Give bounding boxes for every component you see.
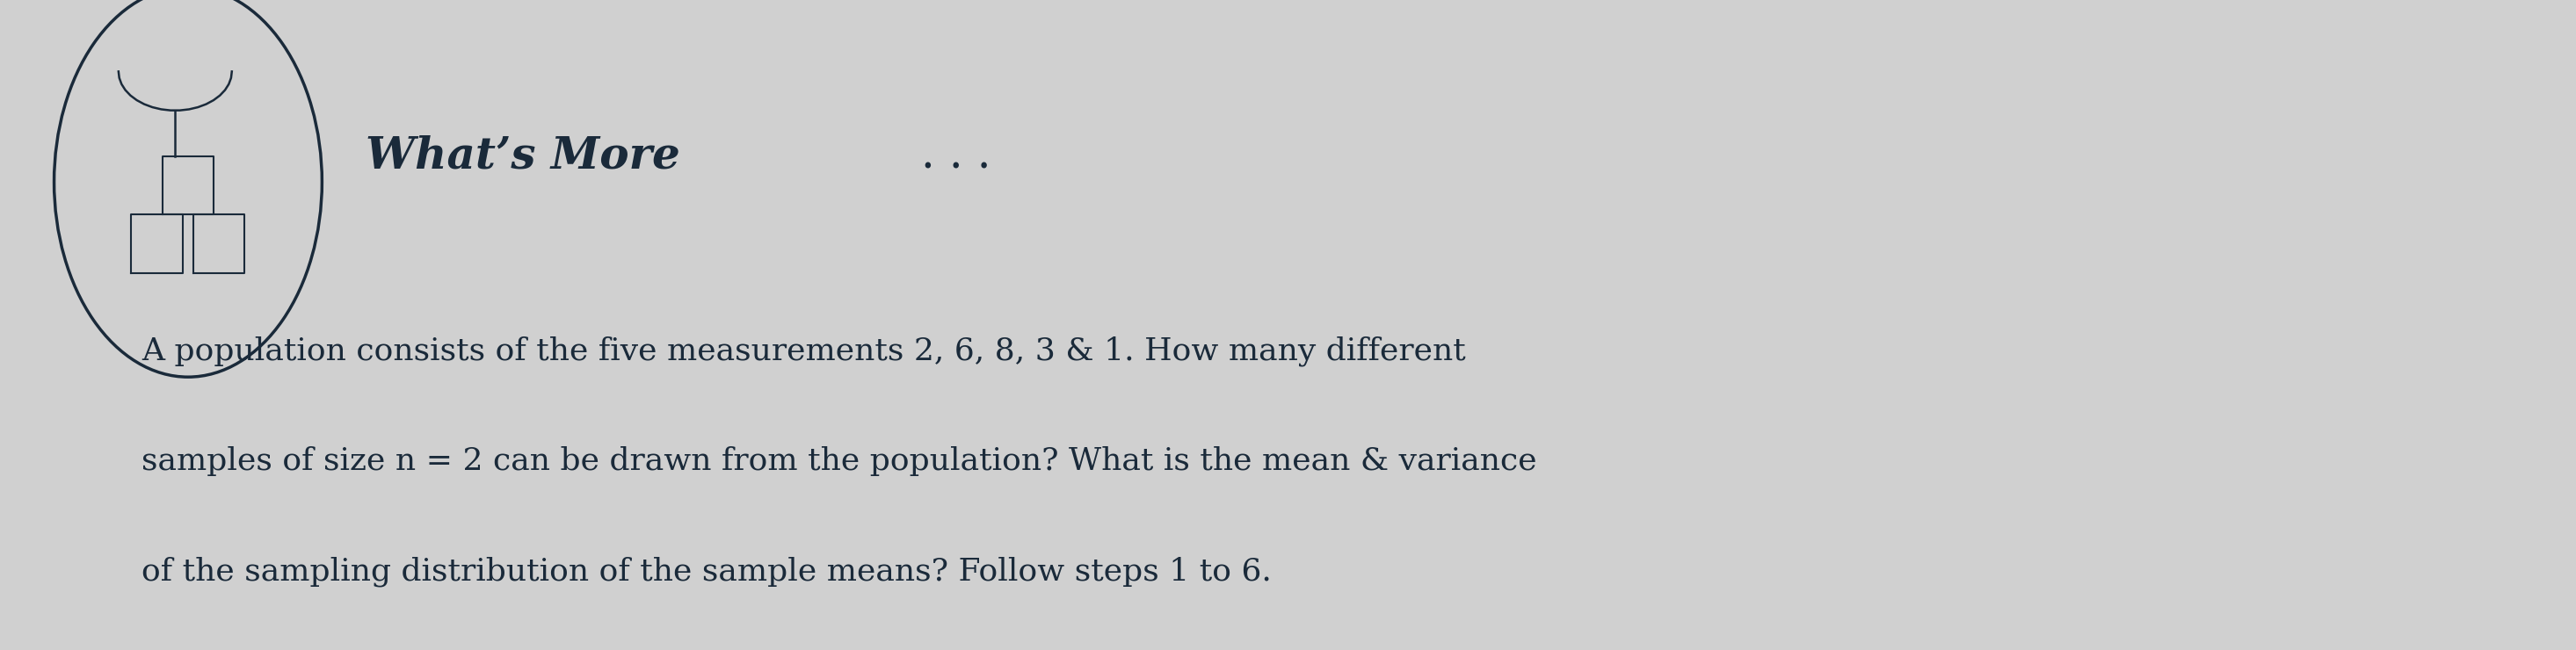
Text: . . .: . . . bbox=[907, 135, 992, 177]
Text: of the sampling distribution of the sample means? Follow steps 1 to 6.: of the sampling distribution of the samp… bbox=[142, 557, 1273, 587]
Text: A population consists of the five measurements 2, 6, 8, 3 & 1. How many differen: A population consists of the five measur… bbox=[142, 336, 1466, 366]
Text: What’s More: What’s More bbox=[366, 135, 680, 177]
Text: samples of size n = 2 can be drawn from the population? What is the mean & varia: samples of size n = 2 can be drawn from … bbox=[142, 447, 1538, 476]
